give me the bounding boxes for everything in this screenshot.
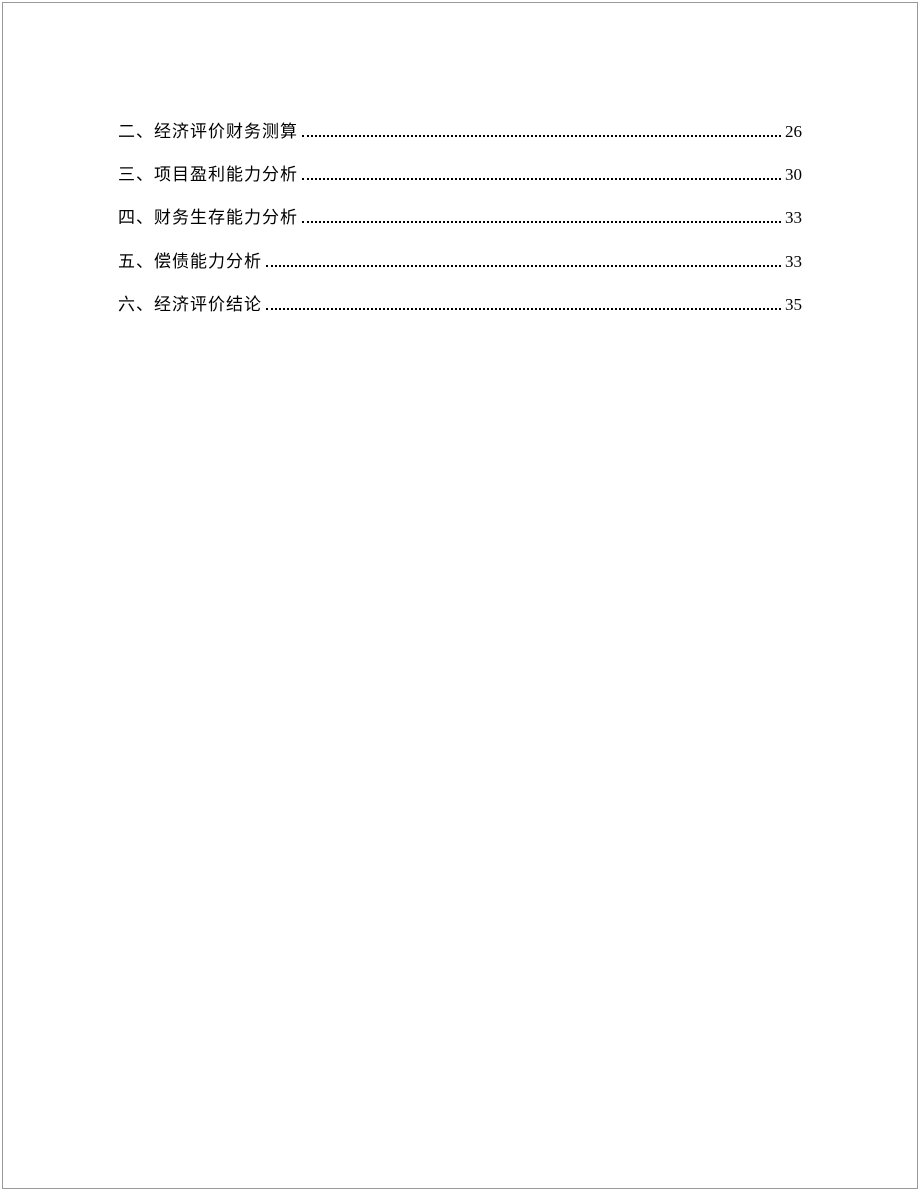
- page-border: [2, 2, 918, 1189]
